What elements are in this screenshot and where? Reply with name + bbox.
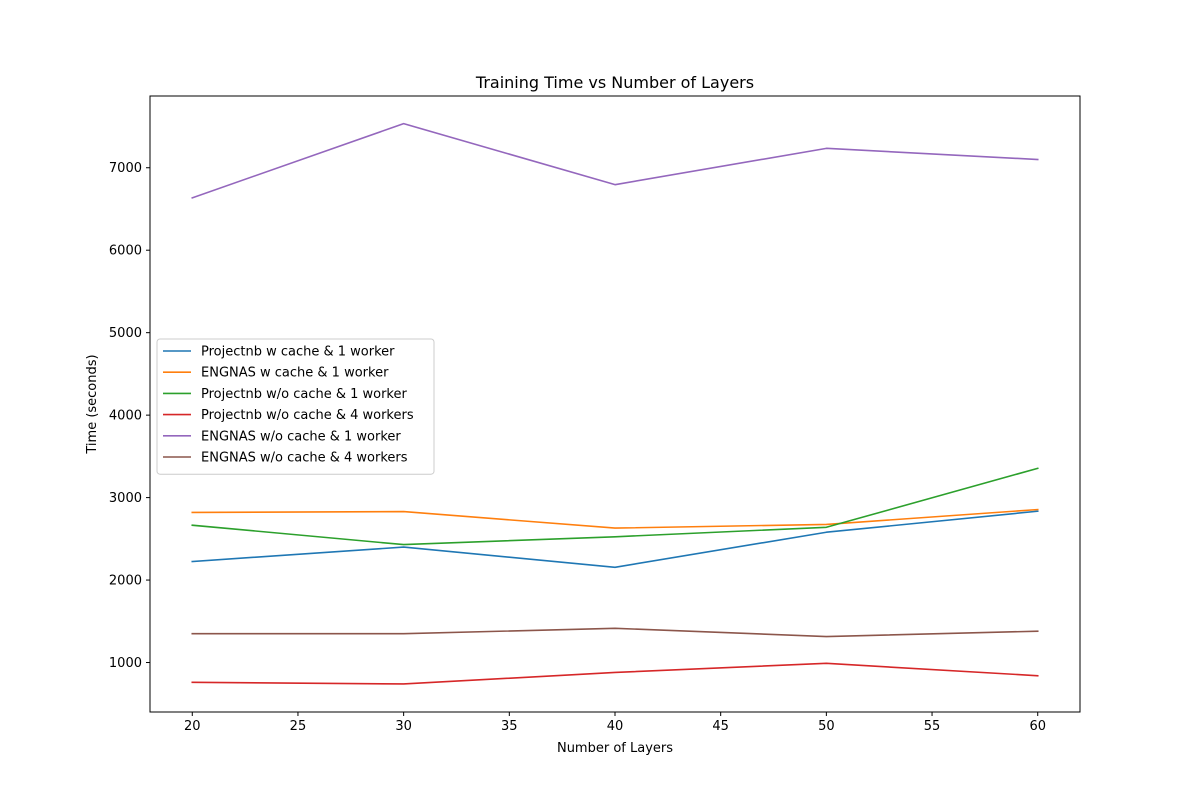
x-axis-label: Number of Layers xyxy=(557,741,673,756)
x-tick-label: 50 xyxy=(818,719,835,734)
legend-label: Projectnb w cache & 1 worker xyxy=(201,345,395,360)
y-tick-label: 1000 xyxy=(109,656,142,671)
legend-label: ENGNAS w cache & 1 worker xyxy=(201,366,389,381)
legend: Projectnb w cache & 1 worker ENGNAS w cac… xyxy=(156,338,435,475)
x-tick-label: 20 xyxy=(184,719,201,734)
y-axis-ticks: 1000 2000 3000 4000 5000 6000 7000 xyxy=(109,161,150,671)
x-tick-label: 30 xyxy=(395,719,412,734)
series-line-2 xyxy=(191,508,1039,529)
legend-box xyxy=(156,338,435,475)
y-tick-label: 7000 xyxy=(109,161,142,176)
x-axis-ticks: 20 25 30 35 40 45 50 55 60 xyxy=(184,712,1046,734)
legend-label: Projectnb w/o cache & 4 workers xyxy=(201,408,414,423)
x-tick-label: 25 xyxy=(290,719,307,734)
series-line-4 xyxy=(191,662,1039,685)
series-line-6 xyxy=(191,627,1039,638)
y-tick-label: 4000 xyxy=(109,409,142,424)
series-line-3 xyxy=(191,467,1039,546)
legend-label: Projectnb w/o cache & 1 worker xyxy=(201,387,407,402)
legend-label: ENGNAS w/o cache & 4 workers xyxy=(201,451,408,466)
x-tick-label: 55 xyxy=(924,719,941,734)
y-axis-label: Time (seconds) xyxy=(85,354,100,454)
y-tick-label: 6000 xyxy=(109,244,142,259)
x-tick-label: 40 xyxy=(607,719,624,734)
chart-title: Training Time vs Number of Layers xyxy=(475,73,754,92)
x-tick-label: 60 xyxy=(1029,719,1046,734)
series-lines xyxy=(191,122,1039,685)
y-tick-label: 5000 xyxy=(109,326,142,341)
series-line-5 xyxy=(191,122,1039,199)
x-tick-label: 35 xyxy=(501,719,518,734)
y-tick-label: 3000 xyxy=(109,491,142,506)
y-tick-label: 2000 xyxy=(109,574,142,589)
series-line-1 xyxy=(191,510,1039,569)
legend-label: ENGNAS w/o cache & 1 worker xyxy=(201,429,401,444)
x-tick-label: 45 xyxy=(712,719,729,734)
